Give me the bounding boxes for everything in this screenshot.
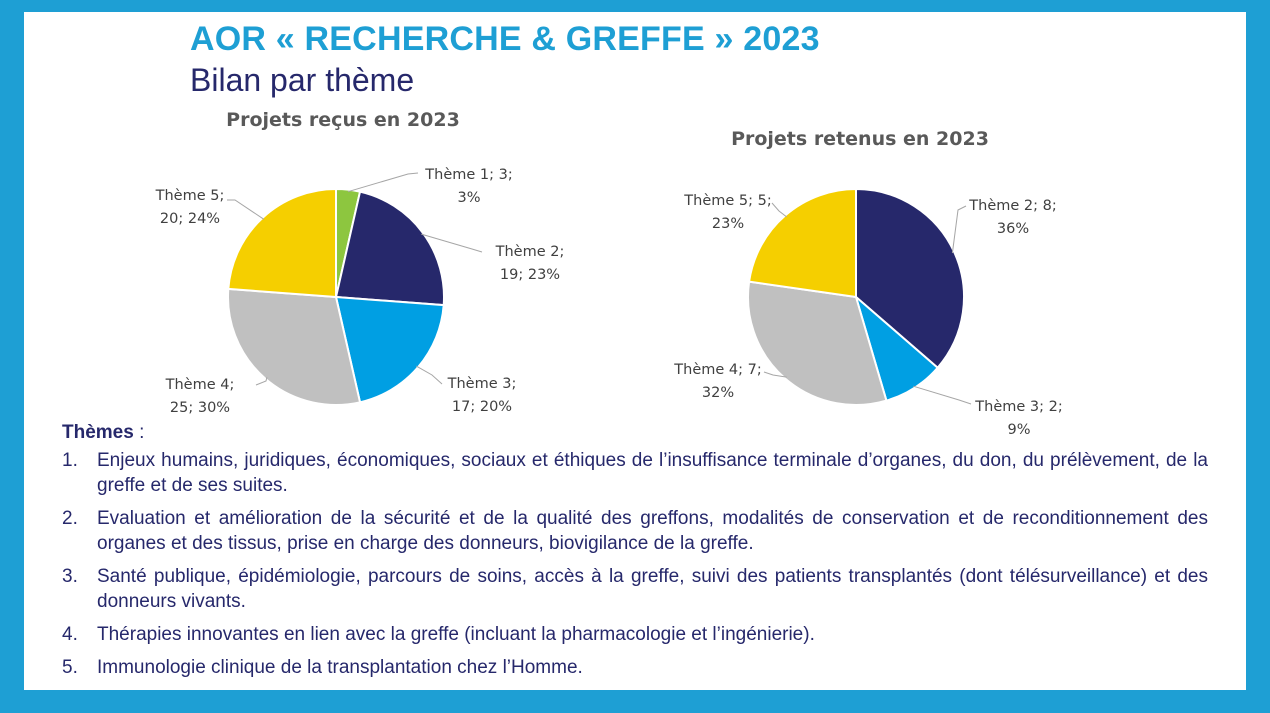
theme-item-5: 5. Immunologie clinique de la transplanta… xyxy=(62,657,583,678)
leader-line-theme-3 xyxy=(913,385,972,405)
data-label-theme-1: Thème 1; 3; 3% xyxy=(424,167,512,206)
data-label-theme-2: Thème 2; 19; 23% xyxy=(495,244,565,283)
data-label-theme-5: Thème 5; 20; 24% xyxy=(155,188,225,227)
chart-title: Projets retenus en 2023 xyxy=(731,128,989,150)
theme-item-2: 2. Evaluation et amélioration de la sécur… xyxy=(62,508,1208,554)
theme-item-3: 3. Santé publique, épidémiologie, parcour… xyxy=(62,566,1208,612)
leader-line-theme-5 xyxy=(227,199,265,220)
data-label-theme-2: Thème 2; 8; 36% xyxy=(968,198,1056,237)
data-label-theme-3: Thème 3; 17; 20% xyxy=(447,376,517,415)
themes-heading: Thèmes : xyxy=(62,422,145,443)
chart-title: Projets reçus en 2023 xyxy=(226,109,460,131)
pie-slice-theme-2 xyxy=(855,187,965,370)
pie-slice-theme-5 xyxy=(227,187,337,299)
leader-line-theme-4 xyxy=(255,377,268,386)
leader-line-theme-2 xyxy=(421,233,483,253)
pie-slice-theme-2 xyxy=(334,190,446,307)
slide: AOR « RECHERCHE & GREFFE » 2023 Bilan pa… xyxy=(24,12,1246,690)
data-label-theme-4: Thème 4; 7; 32% xyxy=(673,362,761,401)
leader-line-theme-5 xyxy=(771,202,787,218)
slide-title: AOR « RECHERCHE & GREFFE » 2023 xyxy=(190,20,820,58)
pie-chart-projets-retenus: Projets retenus en 2023 Thème 2; 8; 36% Thè… xyxy=(673,128,1062,438)
leader-line-theme-3 xyxy=(416,365,443,385)
pie-chart-projets-recus: Projets reçus en 2023 Thème 1; 3; 3% Thème … xyxy=(155,109,565,416)
data-label-theme-3: Thème 3; 2; 9% xyxy=(974,399,1062,438)
pie-slice-theme-4 xyxy=(747,280,888,406)
leader-line-theme-2 xyxy=(951,205,967,254)
themes-list: 1. Enjeux humains, juridiques, économique… xyxy=(62,448,1208,680)
leader-line-theme-4 xyxy=(763,371,787,378)
themes-section: Thèmes : 1. Enjeux humains, juridiques, é… xyxy=(62,422,1208,688)
data-label-theme-4: Thème 4; 25; 30% xyxy=(165,377,235,416)
pie-slice-theme-4 xyxy=(226,287,362,406)
theme-item-4: 4. Thérapies innovantes en lien avec la g… xyxy=(62,624,815,645)
leader-line-theme-1 xyxy=(347,172,419,193)
slide-subtitle: Bilan par thème xyxy=(190,62,415,98)
data-label-theme-5: Thème 5; 5; 23% xyxy=(683,193,771,232)
theme-item-1: 1. Enjeux humains, juridiques, économique… xyxy=(62,450,1208,496)
